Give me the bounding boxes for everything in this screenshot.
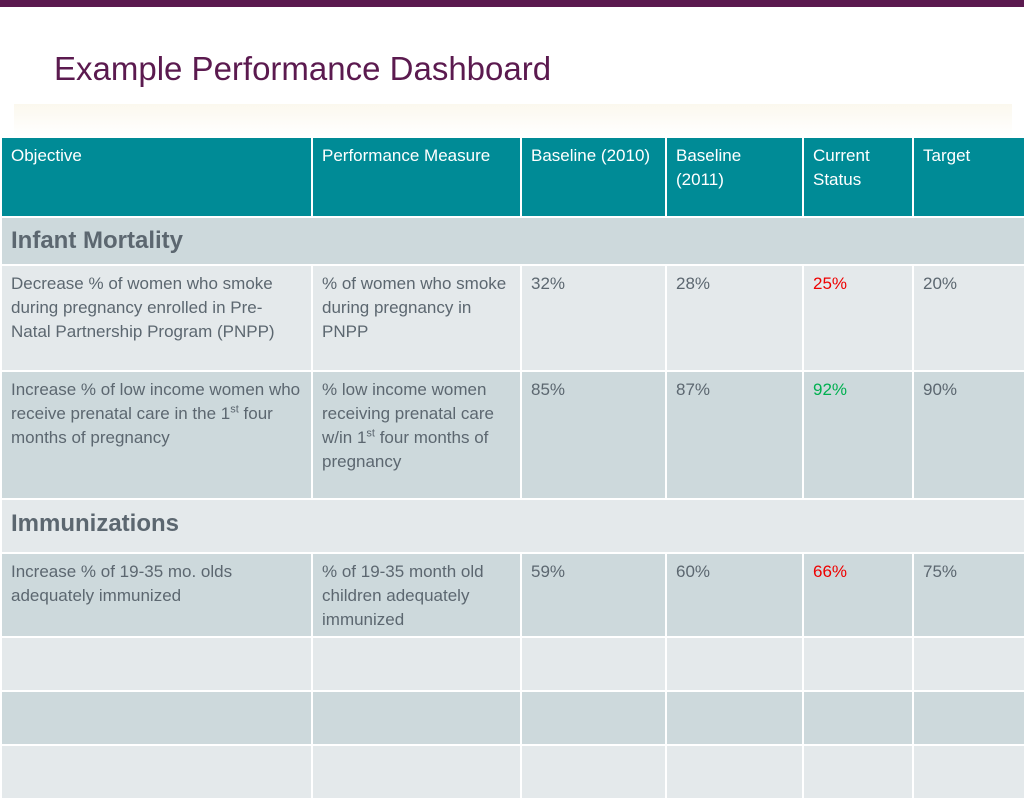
section-title: Infant Mortality: [0, 216, 1024, 266]
target-cell: 90%: [912, 370, 1024, 500]
empty-cell: [311, 636, 522, 692]
measure-text-end: four months of pregnancy: [322, 428, 489, 471]
empty-cell: [0, 690, 313, 746]
header-objective: Objective: [0, 136, 313, 218]
target-cell: 75%: [912, 552, 1024, 638]
empty-cell: [520, 690, 667, 746]
measure-text: % low income women receiving prenatal ca…: [322, 380, 494, 447]
header-baseline-2010: Baseline (2010): [520, 136, 667, 218]
objective-cell: Decrease % of women who smoke during pre…: [0, 264, 313, 372]
empty-cell: [520, 744, 667, 800]
baseline-2011-cell: 60%: [665, 552, 804, 638]
header-target: Target: [912, 136, 1024, 218]
objective-text: Increase % of low income women who recei…: [11, 380, 301, 423]
baseline-2010-cell: 85%: [520, 370, 667, 500]
objective-cell: Increase % of 19-35 mo. olds adequately …: [0, 552, 313, 638]
baseline-2011-cell: 28%: [665, 264, 804, 372]
empty-cell: [0, 744, 313, 800]
ordinal-suffix: st: [366, 427, 375, 440]
measure-cell: % of 19-35 month old children adequately…: [311, 552, 522, 638]
empty-cell: [311, 690, 522, 746]
header-performance-measure: Performance Measure: [311, 136, 522, 218]
page-title: Example Performance Dashboard: [54, 50, 552, 87]
empty-row: [0, 636, 1024, 692]
table-row: Increase % of low income women who recei…: [0, 370, 1024, 500]
dashboard-table: Objective Performance Measure Baseline (…: [0, 136, 1024, 800]
current-status-cell: 92%: [802, 370, 914, 500]
section-title: Immunizations: [0, 498, 1024, 554]
objective-text-end: four months of pregnancy: [11, 404, 273, 447]
measure-cell: % low income women receiving prenatal ca…: [311, 370, 522, 500]
table-row: Decrease % of women who smoke during pre…: [0, 264, 1024, 372]
empty-cell: [665, 690, 804, 746]
empty-row: [0, 744, 1024, 800]
empty-cell: [665, 744, 804, 800]
section-row-infant-mortality: Infant Mortality: [0, 216, 1024, 266]
empty-cell: [912, 690, 1024, 746]
header-current-status: Current Status: [802, 136, 914, 218]
baseline-2010-cell: 32%: [520, 264, 667, 372]
empty-cell: [802, 690, 914, 746]
header-row: Objective Performance Measure Baseline (…: [0, 136, 1024, 218]
target-cell: 20%: [912, 264, 1024, 372]
top-accent-bar: [0, 0, 1024, 7]
empty-cell: [912, 636, 1024, 692]
empty-cell: [665, 636, 804, 692]
baseline-2011-cell: 87%: [665, 370, 804, 500]
measure-cell: % of women who smoke during pregnancy in…: [311, 264, 522, 372]
empty-cell: [311, 744, 522, 800]
current-status-cell: 25%: [802, 264, 914, 372]
current-status-cell: 66%: [802, 552, 914, 638]
empty-cell: [520, 636, 667, 692]
header-baseline-2011: Baseline (2011): [665, 136, 804, 218]
empty-row: [0, 690, 1024, 746]
empty-cell: [802, 744, 914, 800]
table-row: Increase % of 19-35 mo. olds adequately …: [0, 552, 1024, 638]
empty-cell: [0, 636, 313, 692]
objective-cell: Increase % of low income women who recei…: [0, 370, 313, 500]
empty-cell: [802, 636, 914, 692]
baseline-2010-cell: 59%: [520, 552, 667, 638]
section-row-immunizations: Immunizations: [0, 498, 1024, 554]
ordinal-suffix: st: [230, 403, 239, 416]
title-shadow-band: [14, 104, 1012, 136]
empty-cell: [912, 744, 1024, 800]
